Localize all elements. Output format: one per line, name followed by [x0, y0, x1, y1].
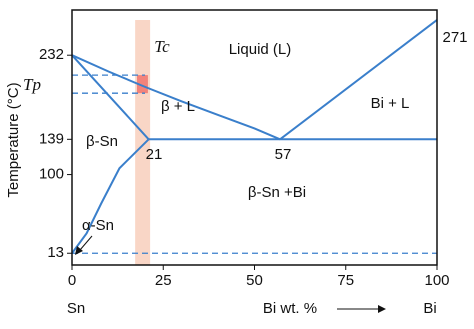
- phase-line: [71, 138, 150, 254]
- y-tick-label: 139: [39, 130, 64, 147]
- x-tick-label: 25: [155, 272, 172, 289]
- x-tick-label: 100: [424, 272, 449, 289]
- x-axis-label: Bi wt. %: [263, 300, 317, 317]
- y-tick-label: 13: [47, 244, 64, 261]
- x-axis-arrow-head: [378, 305, 386, 313]
- x-tick-label: 75: [337, 272, 354, 289]
- tc-band: [135, 20, 151, 265]
- annotation: β-Sn +Bi: [248, 184, 306, 201]
- phase-line: [71, 54, 150, 140]
- annotation: Bi + L: [371, 95, 410, 112]
- x-tick-label: 50: [246, 272, 263, 289]
- annotation: Liquid (L): [229, 41, 292, 58]
- y-tick-label: 232: [39, 46, 64, 63]
- annotation-arrow-head: [75, 246, 83, 255]
- phase-line: [71, 54, 281, 141]
- end-label: Bi: [423, 300, 436, 317]
- annotation: β + L: [161, 98, 195, 115]
- annotation: β-Sn: [86, 133, 118, 150]
- annotation: Tp: [23, 75, 41, 94]
- annotation: 271: [442, 29, 467, 46]
- annotation: Tc: [154, 37, 170, 56]
- annotation: 57: [275, 146, 292, 163]
- y-tick-label: 100: [39, 166, 64, 183]
- annotation: 21: [146, 146, 163, 163]
- annotation: α-Sn: [82, 217, 114, 234]
- x-tick-label: 0: [68, 272, 76, 289]
- end-label: Sn: [67, 300, 85, 317]
- tp-box: [136, 75, 148, 94]
- annotation-arrow: [79, 235, 93, 251]
- y-axis-label: Temperature (°C): [5, 82, 22, 197]
- phase-line: [279, 19, 438, 141]
